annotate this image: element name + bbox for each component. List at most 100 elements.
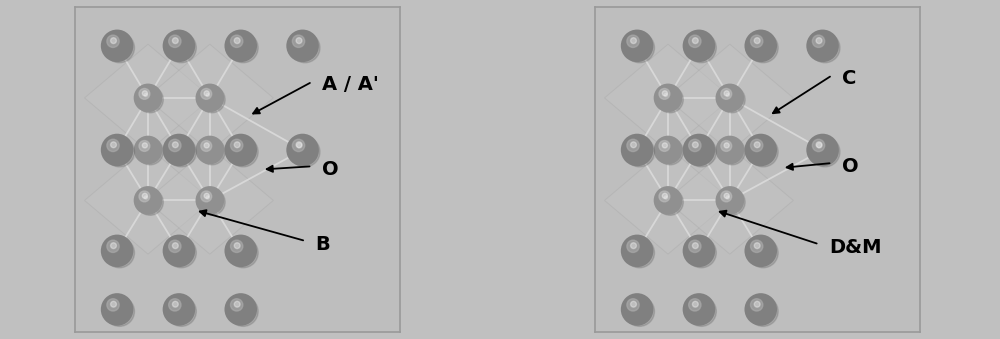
Circle shape (657, 86, 683, 113)
Circle shape (627, 240, 639, 253)
Text: C: C (842, 69, 856, 88)
Circle shape (231, 35, 243, 47)
Circle shape (224, 235, 257, 267)
Circle shape (627, 139, 639, 152)
Circle shape (724, 92, 731, 99)
Circle shape (196, 136, 224, 164)
Circle shape (234, 142, 240, 148)
Circle shape (810, 33, 840, 63)
Circle shape (806, 134, 839, 166)
Circle shape (296, 38, 302, 43)
Circle shape (723, 193, 740, 210)
Circle shape (659, 88, 670, 99)
Circle shape (292, 139, 305, 152)
Circle shape (748, 33, 778, 63)
Circle shape (139, 191, 157, 210)
Circle shape (814, 141, 824, 152)
Circle shape (692, 243, 698, 248)
Circle shape (806, 29, 839, 62)
Circle shape (683, 235, 715, 267)
Circle shape (107, 299, 119, 311)
Polygon shape (666, 147, 793, 254)
Circle shape (692, 301, 698, 307)
Circle shape (228, 238, 258, 268)
Circle shape (228, 137, 258, 167)
Circle shape (204, 143, 209, 148)
Circle shape (105, 238, 134, 268)
Polygon shape (666, 44, 793, 152)
Circle shape (812, 139, 838, 165)
Circle shape (631, 38, 636, 43)
Circle shape (808, 136, 837, 164)
Circle shape (206, 93, 209, 97)
Circle shape (297, 143, 302, 148)
Circle shape (111, 38, 116, 43)
Circle shape (231, 240, 243, 253)
Circle shape (201, 88, 212, 99)
Circle shape (621, 134, 653, 166)
Circle shape (751, 35, 763, 47)
Circle shape (290, 137, 320, 167)
Circle shape (196, 186, 224, 215)
Circle shape (621, 235, 653, 267)
Text: O: O (842, 157, 859, 176)
Circle shape (141, 91, 158, 107)
Circle shape (292, 139, 318, 165)
Circle shape (234, 243, 240, 248)
Circle shape (204, 91, 209, 96)
Circle shape (204, 194, 211, 201)
Circle shape (142, 193, 147, 198)
Circle shape (203, 193, 220, 210)
Circle shape (683, 134, 715, 166)
Circle shape (169, 240, 181, 253)
Circle shape (754, 38, 760, 43)
Circle shape (107, 139, 119, 152)
Circle shape (627, 299, 639, 311)
Polygon shape (605, 44, 731, 152)
Circle shape (234, 38, 240, 43)
Circle shape (139, 88, 150, 99)
Circle shape (686, 137, 716, 167)
Circle shape (142, 91, 147, 96)
Circle shape (625, 238, 654, 268)
Circle shape (683, 293, 715, 326)
Circle shape (199, 189, 225, 215)
Polygon shape (85, 44, 211, 152)
Circle shape (142, 194, 149, 201)
Circle shape (134, 84, 162, 112)
Circle shape (105, 33, 134, 63)
Circle shape (144, 93, 148, 97)
Circle shape (721, 141, 732, 152)
Circle shape (231, 299, 243, 311)
Circle shape (662, 143, 667, 148)
Circle shape (683, 29, 715, 62)
Circle shape (751, 299, 763, 311)
Circle shape (689, 35, 701, 47)
Text: D&M: D&M (829, 238, 882, 257)
Circle shape (105, 137, 134, 167)
Circle shape (744, 293, 777, 326)
Circle shape (654, 186, 682, 215)
Circle shape (107, 35, 119, 47)
Circle shape (166, 238, 196, 268)
Circle shape (721, 191, 739, 210)
Circle shape (689, 299, 701, 311)
Circle shape (201, 89, 219, 107)
Circle shape (662, 92, 669, 99)
Circle shape (101, 134, 133, 166)
Circle shape (716, 186, 744, 215)
Circle shape (134, 186, 162, 215)
Circle shape (686, 33, 716, 63)
Circle shape (754, 243, 760, 248)
Circle shape (751, 139, 763, 152)
Circle shape (169, 35, 181, 47)
Circle shape (689, 139, 701, 152)
Circle shape (754, 142, 760, 148)
Polygon shape (146, 44, 273, 152)
Circle shape (748, 238, 778, 268)
Circle shape (172, 301, 178, 307)
Circle shape (101, 235, 133, 267)
Circle shape (163, 29, 195, 62)
Circle shape (812, 139, 825, 152)
Circle shape (288, 136, 317, 164)
